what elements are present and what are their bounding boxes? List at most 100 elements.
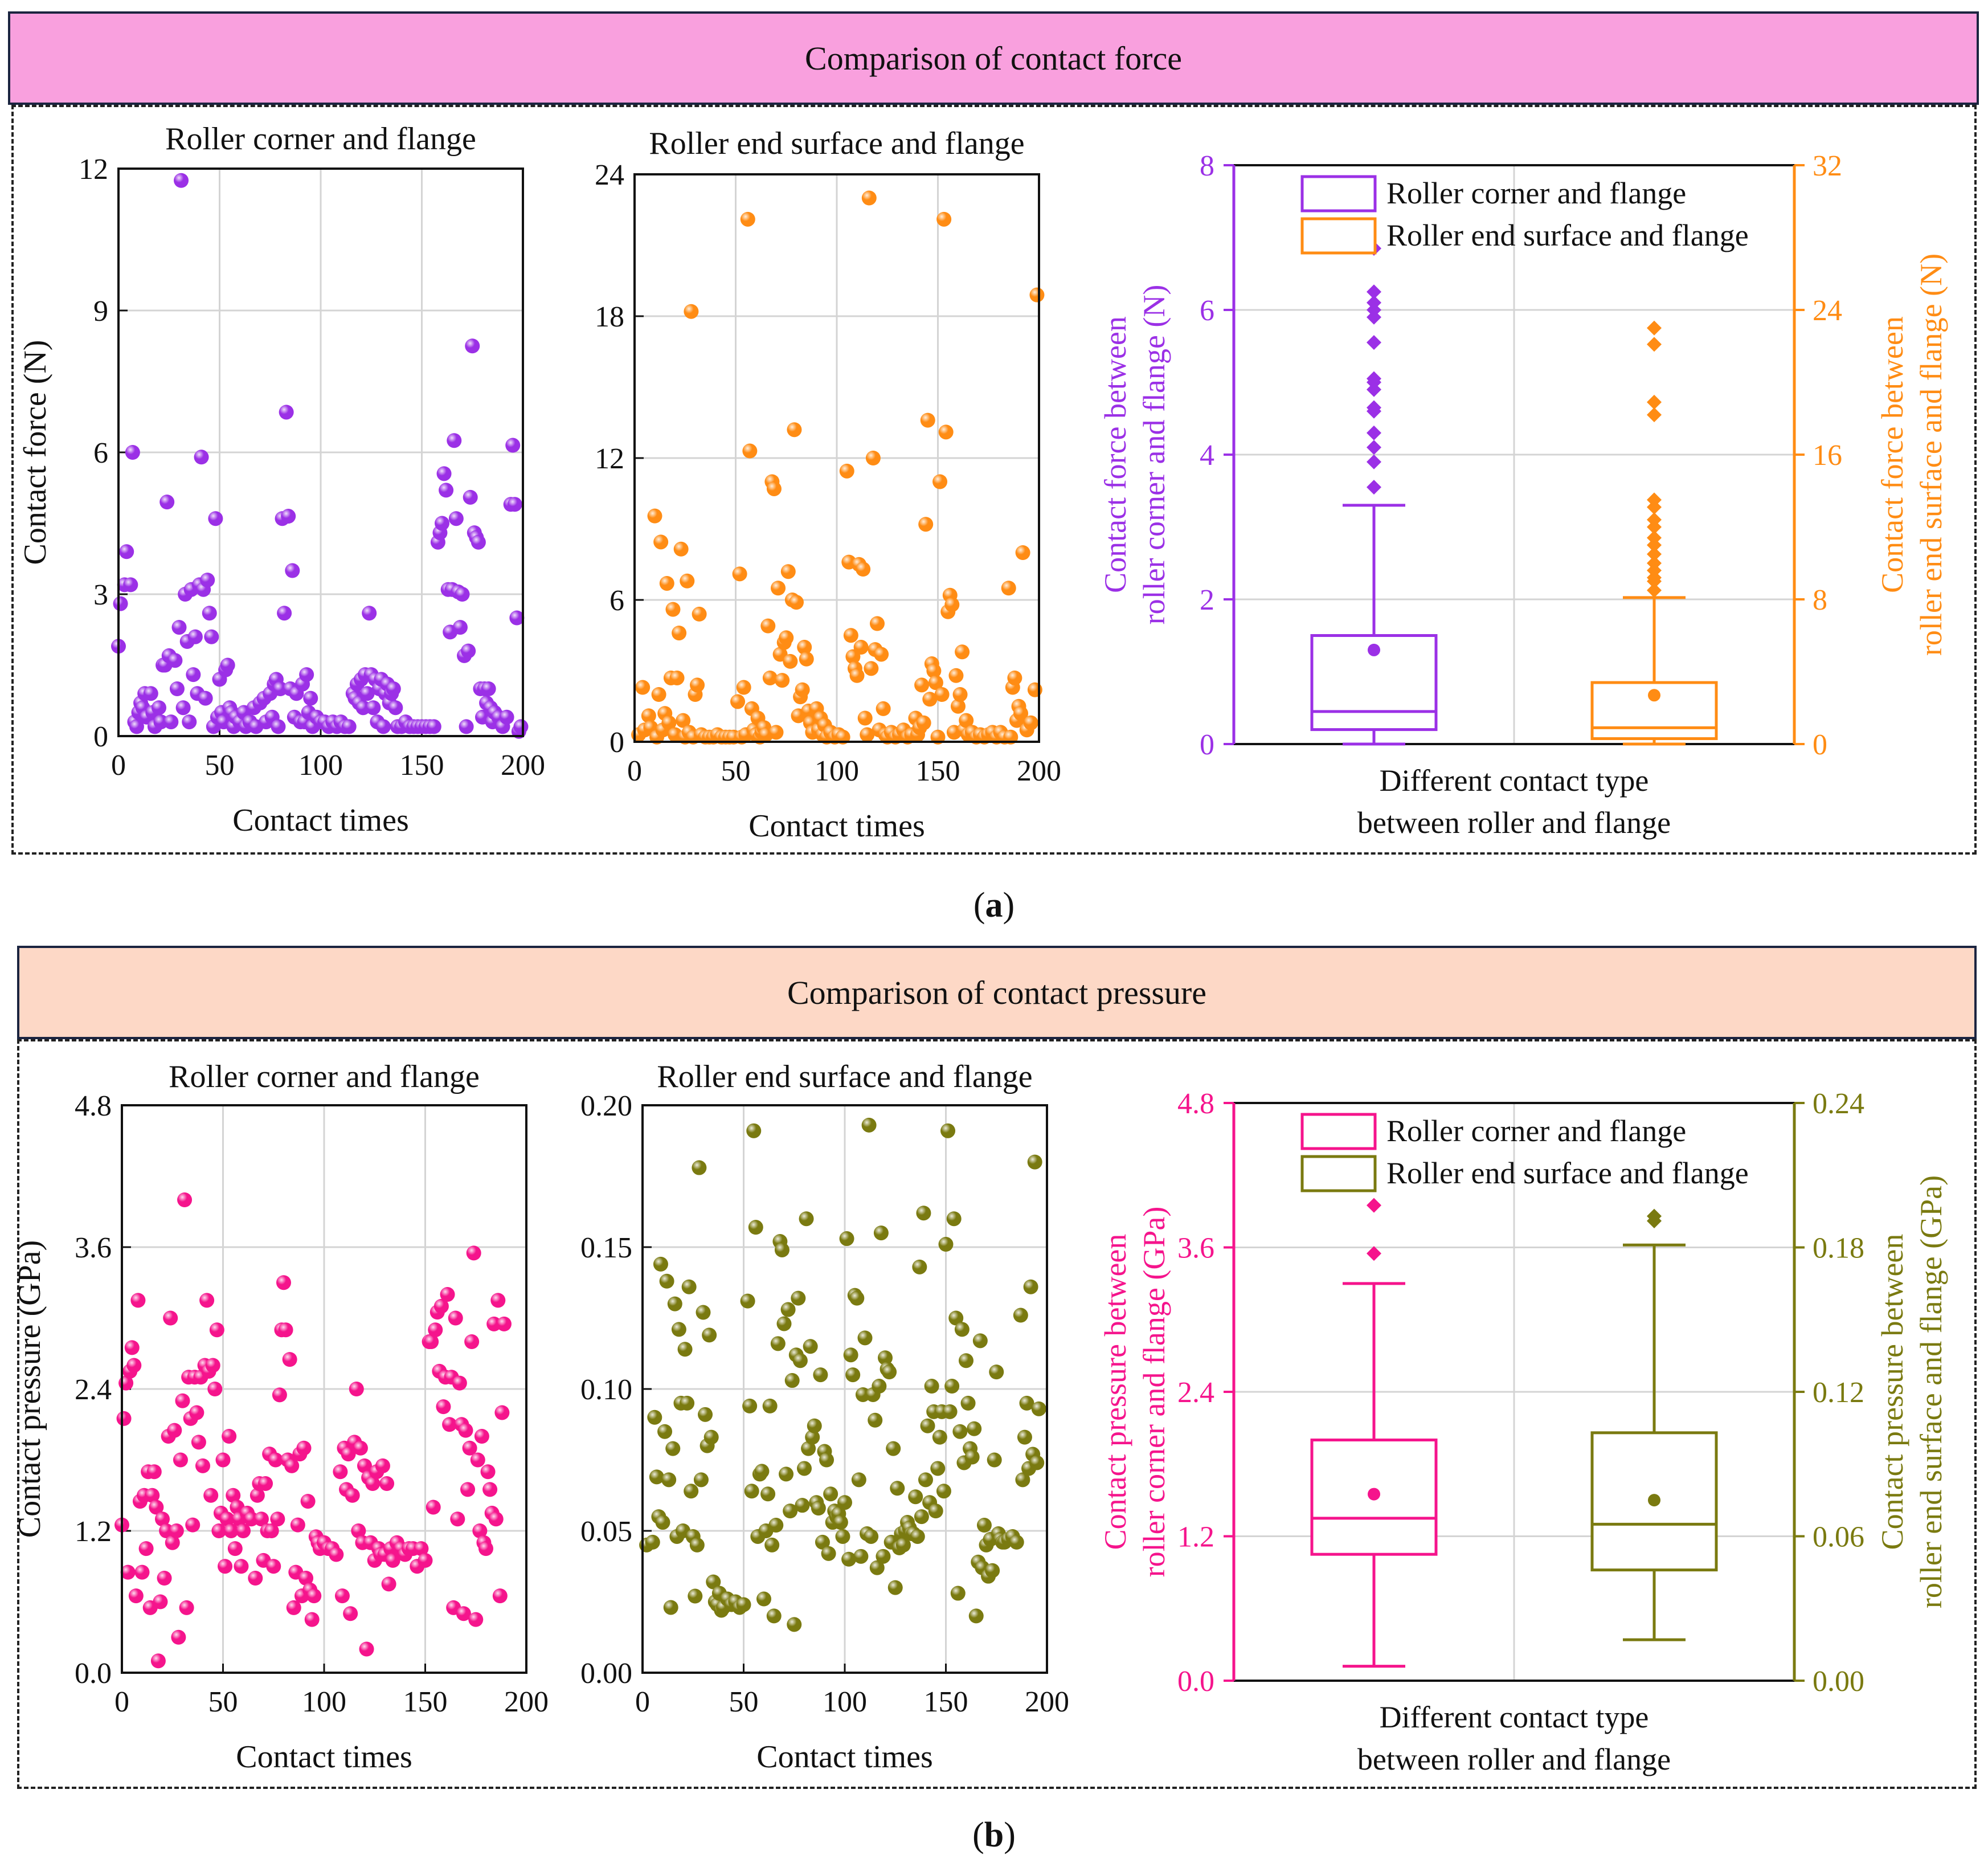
scatter-point <box>886 1441 901 1456</box>
scatter-point <box>659 575 674 591</box>
banner-title: Comparison of contact pressure <box>787 974 1207 1011</box>
scatter-point <box>175 700 191 716</box>
scatter-point <box>458 1423 473 1438</box>
box-end-surface <box>1590 1208 1718 1641</box>
scatter-point <box>797 1461 812 1476</box>
scatter-point <box>345 1488 360 1503</box>
right-y-tick-label: 16 <box>1813 439 1842 472</box>
scatter-point <box>341 719 357 734</box>
scatter-point <box>299 667 314 683</box>
scatter-point <box>375 1458 390 1473</box>
x-tick-label: 150 <box>924 1686 968 1718</box>
x-axis-label: Contact times <box>236 1739 412 1775</box>
scatter-point <box>306 1588 322 1604</box>
scatter-point <box>157 1571 172 1586</box>
scatter-point <box>119 544 134 559</box>
scatter-point <box>1023 715 1038 730</box>
x-tick-label: 200 <box>1025 1686 1069 1718</box>
y-tick-label: 9 <box>93 295 108 328</box>
scatter-point <box>799 651 814 667</box>
x-tick-label: 150 <box>916 755 960 787</box>
scatter-point <box>333 1464 348 1480</box>
chart-b3: 0.0 0.00 1.2 0.06 2.4 0.12 3.6 0.18 4.8 0.24 Rolle… <box>1098 1088 1948 1776</box>
box-outlier <box>1647 1208 1662 1224</box>
chart-a2: 0 50 100 150 200 0 6 12 18 24 Roller end surface a… <box>595 126 1061 844</box>
scatter-point <box>922 692 938 707</box>
scatter-point <box>684 1484 699 1499</box>
scatter-point <box>895 1537 911 1552</box>
scatter-point <box>175 1393 190 1408</box>
scatter-point <box>362 606 377 621</box>
scatter-point <box>851 1472 866 1488</box>
scatter-point <box>677 1342 693 1357</box>
scatter-point <box>359 686 375 701</box>
scatter-point <box>113 596 128 611</box>
scatter-point <box>920 412 935 428</box>
x-tick-label: 150 <box>403 1686 448 1718</box>
scatter-point <box>125 445 140 460</box>
panel-b-label: (b) <box>972 1816 1016 1854</box>
scatter-point <box>967 1421 982 1436</box>
scatter-point <box>1007 670 1022 685</box>
scatter-point <box>424 1334 439 1349</box>
scatter-point <box>874 647 889 662</box>
scatter-point <box>815 1534 830 1550</box>
scatter-point <box>764 1537 780 1552</box>
scatter-point <box>202 606 217 621</box>
x-axis-label: Contact times <box>756 1739 933 1775</box>
box-outlier <box>1367 400 1381 415</box>
scatter-point <box>916 1206 931 1221</box>
left-y-tick-label: 2 <box>1200 584 1214 616</box>
scatter-point <box>282 1352 297 1367</box>
box-outlier <box>1647 337 1662 352</box>
scatter-point <box>934 687 950 702</box>
scatter-point <box>462 1440 477 1456</box>
x-tick-label: 0 <box>114 1686 129 1718</box>
plot-frame <box>121 1104 527 1674</box>
scatter-point <box>478 1541 493 1556</box>
scatter-point <box>856 562 871 577</box>
scatter-point <box>253 1511 269 1527</box>
scatter-point <box>428 1322 443 1338</box>
right-y-tick-label: 0.12 <box>1813 1376 1864 1409</box>
scatter-point <box>349 1382 364 1396</box>
scatter-point <box>669 670 685 685</box>
left-y-tick-label: 0 <box>1200 729 1214 761</box>
scatter-point <box>950 1586 966 1601</box>
x-tick-label: 0 <box>635 1686 650 1718</box>
scatter-point <box>464 1334 480 1349</box>
scatter-point <box>290 1517 305 1533</box>
scatter-point <box>756 1591 771 1607</box>
y-tick-label: 2.4 <box>75 1374 112 1406</box>
scatter-point <box>665 1441 681 1456</box>
scatter-point <box>249 1488 265 1503</box>
scatter-point <box>946 1211 962 1227</box>
scatter-point <box>932 1429 947 1445</box>
scatter-point <box>740 1293 755 1309</box>
scatter-point <box>365 1476 381 1491</box>
scatter-point <box>211 1523 227 1538</box>
scatter-point <box>839 463 854 479</box>
scatter-point <box>472 1523 488 1538</box>
scatter-point <box>271 719 286 734</box>
scatter-point <box>456 1606 471 1621</box>
left-y-tick-label: 2.4 <box>1177 1376 1214 1409</box>
scatter-point <box>959 713 974 728</box>
x-tick-label: 0 <box>111 749 126 782</box>
x-tick-label: 50 <box>205 749 235 782</box>
scatter-point <box>204 629 219 644</box>
scatter-point <box>465 338 480 354</box>
right-y-tick-label: 0.24 <box>1813 1088 1864 1120</box>
scatter-point <box>839 1231 854 1247</box>
scatter-point <box>868 1412 883 1428</box>
right-y-tick-label: 0.06 <box>1813 1521 1864 1554</box>
scatter-point <box>920 1418 935 1433</box>
box-outlier <box>1647 530 1662 546</box>
scatter-point <box>496 1316 512 1331</box>
scatter-point <box>819 1452 835 1468</box>
scatter-point <box>439 483 454 498</box>
legend-swatch <box>1300 1113 1377 1150</box>
scatter-point <box>985 1563 1000 1578</box>
scatter-point <box>689 1537 705 1552</box>
